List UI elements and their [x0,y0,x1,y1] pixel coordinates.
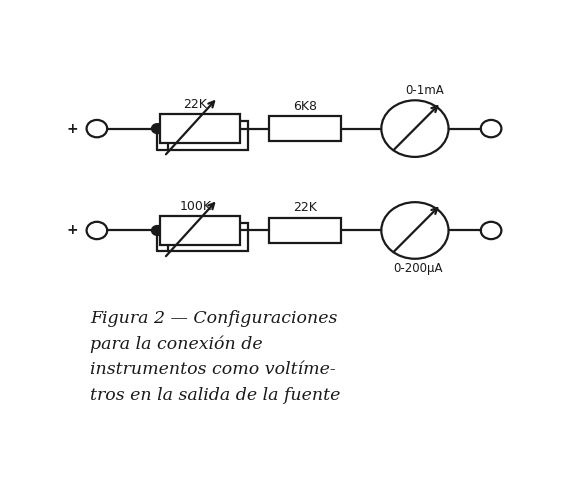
Bar [168,223,249,251]
Text: 0-1mA: 0-1mA [406,84,444,98]
Bar [160,115,240,143]
Text: 22K: 22K [183,98,208,111]
Text: 0-200μA: 0-200μA [394,262,443,275]
Text: Figura 2 — Configuraciones: Figura 2 — Configuraciones [90,310,338,327]
Circle shape [151,123,163,133]
Text: -: - [467,122,473,136]
Text: -: - [467,223,473,238]
Bar [168,121,249,149]
Text: tros en la salida de la fuente: tros en la salida de la fuente [90,387,340,404]
Circle shape [151,225,163,235]
Bar [269,116,341,141]
Text: 22K: 22K [293,201,317,215]
Text: para la conexión de: para la conexión de [90,335,263,353]
Text: +: + [67,223,79,238]
Bar [269,218,341,243]
Text: instrumentos como voltíme-: instrumentos como voltíme- [90,361,336,378]
Text: +: + [67,122,79,136]
Bar [160,216,240,245]
Text: 100K: 100K [179,199,212,213]
Text: 6K8: 6K8 [293,99,317,113]
